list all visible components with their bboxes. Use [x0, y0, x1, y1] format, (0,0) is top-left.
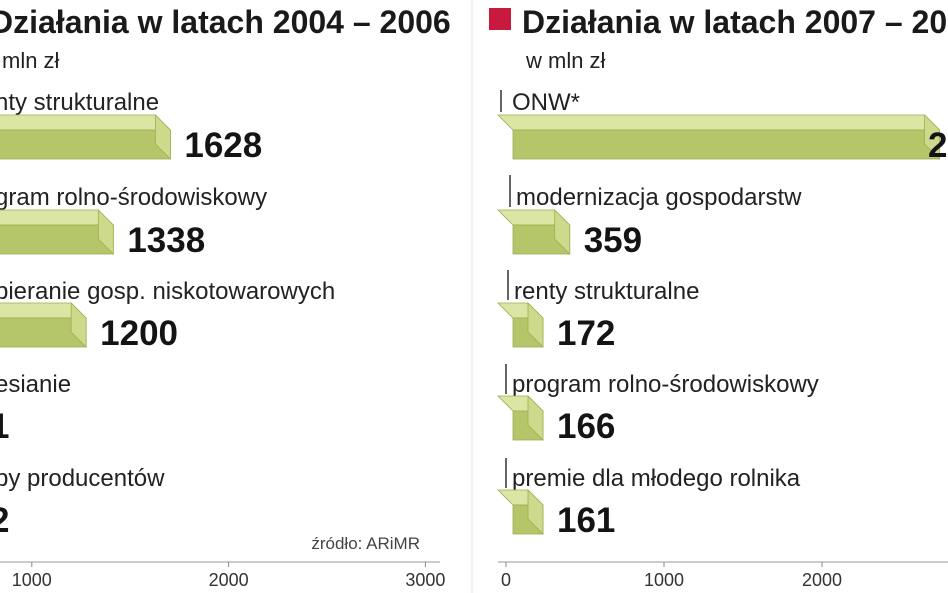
- chart-right-label-1: modernizacja gospodarstw: [516, 184, 802, 211]
- chart-left-value-0: 1628: [184, 126, 262, 165]
- chart-left-tick-0: 1000: [12, 570, 52, 590]
- chart-left-value-1: 1338: [127, 221, 205, 260]
- chart-right-label-0: ONW*: [512, 89, 580, 116]
- chart-left-bar-0-front: [0, 129, 171, 160]
- chart-right-bar-2-end: [527, 302, 544, 348]
- chart-right-label-4: premie dla młodego rolnika: [512, 465, 801, 492]
- title-marker-square: [489, 8, 511, 30]
- chart-left-bar-1-end: [97, 209, 114, 255]
- chart-left-label-0: nty strukturalne: [0, 89, 159, 116]
- chart-left-value-2: 1200: [100, 314, 178, 353]
- chart-left-label-1: gram rolno-środowiskowy: [0, 184, 267, 211]
- chart-left-bar-1-top: [0, 209, 115, 226]
- chart-right: Działania w latach 2007 – 20 w mln zł ON…: [489, 4, 948, 590]
- chart-left-bar-1-front: [0, 224, 114, 255]
- chart-right-bars: [497, 114, 941, 535]
- chart-right-tick-2: 2000: [802, 570, 842, 590]
- chart-right-value-0: 2: [928, 126, 947, 165]
- chart-right-value-4: 161: [557, 501, 615, 540]
- chart-right-tick-1: 1000: [644, 570, 684, 590]
- chart-right-bar-2: [497, 302, 544, 348]
- chart-right-value-2: 172: [557, 314, 615, 353]
- chart-right-bar-0-front: [512, 129, 941, 160]
- chart-right-title: Działania w latach 2007 – 20: [522, 4, 947, 40]
- chart-right-bar-4-end: [527, 489, 544, 535]
- chart-right-bar-0-end: [924, 114, 940, 160]
- chart-right-subtitle: w mln zł: [525, 48, 606, 73]
- chart-left-bar-2-end: [70, 302, 87, 348]
- chart-left-label-2: pieranie gosp. niskotowarowych: [0, 278, 335, 305]
- chart-left-bars: [0, 114, 172, 348]
- chart-right-value-1: 359: [584, 221, 642, 260]
- chart-left-bar-0: [0, 114, 172, 160]
- chart-right-label-2: renty strukturalne: [514, 278, 699, 305]
- chart-right-bar-4: [497, 489, 544, 535]
- chart-left-tick-2: 3000: [405, 570, 445, 590]
- chart-right-bar-3: [497, 395, 544, 441]
- chart-left-bar-0-top: [0, 114, 172, 131]
- chart-right-bar-0: [497, 114, 941, 160]
- chart-left-bar-1: [0, 209, 115, 255]
- chart-left: Działania w latach 2004 – 2006 w mln zł …: [0, 4, 451, 590]
- source-note: źródło: ARiMR: [311, 534, 420, 553]
- chart-left-label-3: esianie: [0, 371, 71, 398]
- chart-left-title: Działania w latach 2004 – 2006: [0, 4, 451, 40]
- chart-right-bar-1-end: [554, 209, 571, 255]
- chart-right-tick-0: 0: [501, 570, 511, 590]
- chart-left-label-4: py producentów: [0, 465, 165, 492]
- chart-right-bar-0-top: [497, 114, 941, 131]
- chart-left-value-3: 1: [0, 407, 9, 446]
- chart-right-value-3: 166: [557, 407, 615, 446]
- chart-left-value-4: 2: [0, 501, 9, 540]
- chart-right-bar-1: [497, 209, 571, 255]
- chart-left-subtitle: w mln zł: [0, 48, 60, 73]
- chart-left-bar-0-end: [154, 114, 171, 160]
- chart-right-label-3: program rolno-środowiskowy: [512, 371, 819, 398]
- chart-right-bar-3-end: [527, 395, 544, 441]
- chart-left-tick-1: 2000: [209, 570, 249, 590]
- chart-left-bar-2: [0, 302, 88, 348]
